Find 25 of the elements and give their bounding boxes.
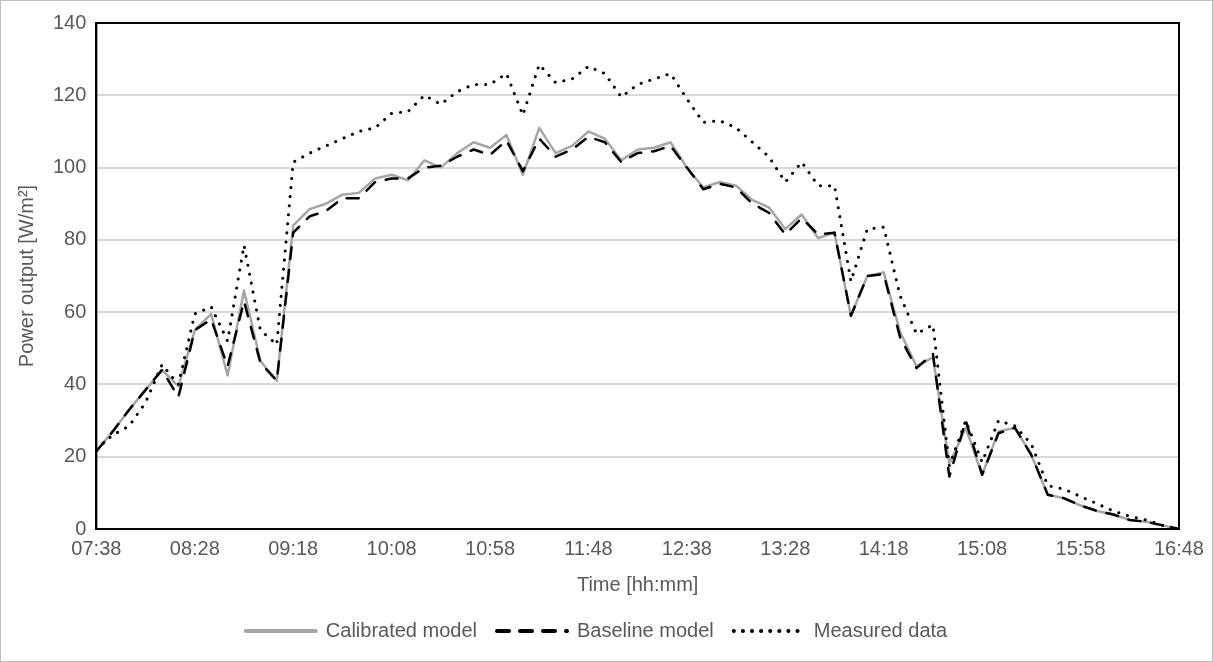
legend-label: Measured data	[813, 618, 949, 641]
y-tick-label: 20	[64, 444, 87, 467]
y-tick-label: 0	[75, 516, 87, 539]
y-tick-label: 120	[52, 82, 87, 105]
x-tick-label: 13:28	[760, 536, 811, 559]
x-tick-label: 16:48	[1153, 536, 1205, 559]
x-tick-label: 14:18	[858, 536, 909, 559]
y-axis-title: Power output [W/m²]	[14, 184, 37, 368]
y-tick-label: 40	[64, 371, 87, 394]
x-tick-label: 12:38	[661, 536, 712, 559]
y-tick-label: 60	[64, 299, 87, 322]
x-tick-label: 08:28	[169, 536, 220, 559]
y-tick-label: 140	[52, 10, 87, 33]
x-tick-label: 07:38	[71, 536, 122, 559]
x-tick-label: 15:08	[957, 536, 1008, 559]
x-axis-title: Time [hh:mm]	[576, 572, 699, 595]
x-tick-label: 10:08	[366, 536, 417, 559]
legend-label: Calibrated model	[325, 618, 478, 641]
x-tick-label: 09:18	[268, 536, 319, 559]
legend-label: Baseline model	[577, 618, 714, 641]
y-tick-label: 80	[64, 227, 87, 250]
y-tick-label: 100	[52, 155, 87, 178]
x-tick-label: 10:58	[465, 536, 516, 559]
x-tick-label: 15:58	[1055, 536, 1106, 559]
x-tick-label: 11:48	[564, 536, 613, 559]
